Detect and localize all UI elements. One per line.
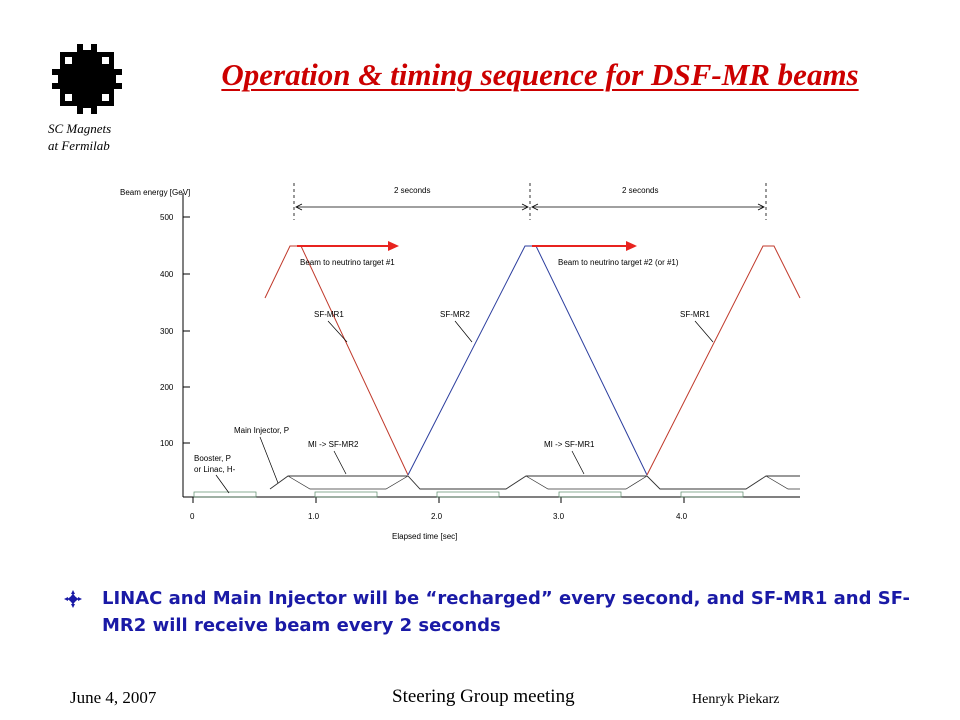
slide-title-text: Operation & timing sequence for DSF-MR b… xyxy=(221,57,859,92)
x-tick-label: 2.0 xyxy=(431,512,443,521)
main-injector-lower-3 xyxy=(765,475,800,490)
mi-sfmr1-label: MI -> SF-MR1 xyxy=(544,440,595,449)
beam-label-2: Beam to neutrino target #2 (or #1) xyxy=(558,258,679,267)
y-ticks: 500 400 300 200 100 xyxy=(160,213,190,448)
x-tick-label: 4.0 xyxy=(676,512,688,521)
timing-diagram: Beam energy [GeV] 500 400 300 200 100 0 … xyxy=(120,183,801,541)
x-ticks: 0 1.0 2.0 3.0 4.0 xyxy=(190,497,688,521)
main-injector-lower-2 xyxy=(525,475,648,490)
sfmr1-ramp-1 xyxy=(264,245,409,476)
fermilab-logo xyxy=(52,44,122,114)
interval-label: 2 seconds xyxy=(394,186,430,195)
bullet-point: LINAC and Main Injector will be “recharg… xyxy=(64,585,924,639)
y-axis-title: Beam energy [GeV] xyxy=(120,188,190,197)
bullet-text: LINAC and Main Injector will be “recharg… xyxy=(102,588,910,636)
diamond-bullet-icon xyxy=(64,590,82,608)
footer-date: June 4, 2007 xyxy=(70,688,157,707)
beam-arrow-2 xyxy=(532,241,637,251)
y-tick-label: 200 xyxy=(160,383,174,392)
beam-label-1: Beam to neutrino target #1 xyxy=(300,258,395,267)
sfmr2-label: SF-MR2 xyxy=(440,310,470,319)
booster-label-2: or Linac, H- xyxy=(194,465,236,474)
slide-title: Operation & timing sequence for DSF-MR b… xyxy=(160,56,920,94)
x-tick-label: 3.0 xyxy=(553,512,565,521)
y-tick-label: 400 xyxy=(160,270,174,279)
y-tick-label: 100 xyxy=(160,439,174,448)
footer-meeting: Steering Group meeting xyxy=(392,686,575,707)
x-axis-title: Elapsed time [sec] xyxy=(392,532,457,541)
y-tick-label: 500 xyxy=(160,213,174,222)
x-tick-label: 0 xyxy=(190,512,195,521)
logo-caption: SC Magnets at Fermilab xyxy=(48,120,138,154)
main-injector-lower xyxy=(287,475,409,490)
booster-pulses xyxy=(193,491,744,498)
interval-markers xyxy=(293,183,767,220)
footer-author: Henryk Piekarz xyxy=(692,692,780,707)
booster-label-1: Booster, P xyxy=(194,454,231,463)
sfmr1-label-b: SF-MR1 xyxy=(680,310,710,319)
main-injector-cycle xyxy=(269,475,800,490)
main-injector-label: Main Injector, P xyxy=(234,426,289,435)
y-tick-label: 300 xyxy=(160,327,174,336)
sfmr1-ramp-2 xyxy=(646,245,801,476)
logo-caption-line2: at Fermilab xyxy=(48,138,110,153)
interval-label: 2 seconds xyxy=(622,186,658,195)
x-tick-label: 1.0 xyxy=(308,512,320,521)
sfmr2-ramp xyxy=(407,245,648,476)
mi-sfmr2-label: MI -> SF-MR2 xyxy=(308,440,359,449)
sfmr1-label-a: SF-MR1 xyxy=(314,310,344,319)
beam-arrow-1 xyxy=(297,241,399,251)
logo-caption-line1: SC Magnets xyxy=(48,121,112,136)
